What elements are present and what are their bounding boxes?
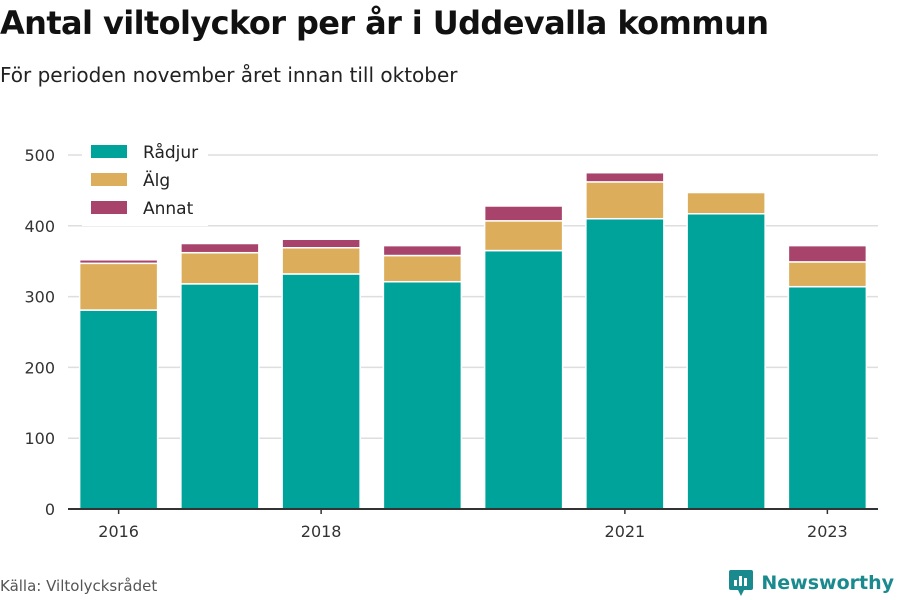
x-tick-label: 2023	[807, 522, 848, 541]
bar-segment-annat-2023	[787, 244, 868, 263]
bar-segment-annat-2019	[382, 244, 463, 257]
y-tick-label: 200	[24, 358, 55, 377]
x-tick-label: 2016	[98, 522, 139, 541]
axes: 0 100 200 300 400 500 2016 2018 2021 2023	[24, 146, 878, 541]
bar-segment-annat-2020	[483, 205, 564, 222]
brand-name: Newsworthy	[761, 572, 894, 594]
source-note: Källa: Viltolycksrådet	[0, 577, 158, 595]
bar-segment-rådjur-2022	[686, 213, 766, 510]
bar-segment-rådjur-2017	[180, 283, 260, 510]
x-tick-label: 2021	[605, 522, 646, 541]
y-tick-label: 300	[24, 288, 55, 307]
bar-segment-annat-2018	[281, 238, 361, 249]
y-tick-label: 400	[24, 217, 55, 236]
newsworthy-logo-icon	[729, 570, 754, 596]
legend-swatch-älg	[91, 173, 127, 186]
bar-segment-annat-2021	[585, 171, 665, 183]
bar-segment-älg-2020	[483, 220, 564, 252]
bar-segment-älg-2023	[787, 261, 868, 288]
bar-segment-älg-2022	[686, 191, 766, 215]
bars	[78, 171, 868, 510]
bar-segment-rådjur-2016	[78, 309, 159, 510]
bar-segment-rådjur-2023	[787, 285, 868, 510]
bar-segment-rådjur-2018	[281, 273, 361, 510]
legend-label-rådjur: Rådjur	[143, 142, 198, 163]
bar-segment-rådjur-2021	[585, 217, 665, 510]
bar-segment-älg-2016	[78, 262, 159, 311]
bar-segment-rådjur-2019	[382, 280, 463, 510]
bar-segment-annat-2016	[78, 259, 159, 265]
brand-logo: Newsworthy	[728, 568, 894, 598]
legend: Rådjur Älg Annat	[82, 138, 208, 226]
bar-segment-älg-2018	[281, 246, 361, 275]
y-tick-label: 0	[45, 500, 55, 519]
legend-swatch-rådjur	[91, 145, 127, 158]
bar-segment-älg-2017	[180, 251, 260, 285]
x-tick-label: 2018	[301, 522, 342, 541]
bar-segment-älg-2019	[382, 254, 463, 283]
y-tick-label: 100	[24, 429, 55, 448]
legend-label-annat: Annat	[143, 199, 194, 219]
bar-segment-annat-2017	[180, 242, 260, 254]
legend-swatch-annat	[91, 201, 127, 214]
chart-title: Antal viltolyckor per år i Uddevalla kom…	[0, 4, 769, 42]
bar-segment-älg-2021	[585, 181, 665, 220]
bar-segment-rådjur-2020	[483, 249, 564, 510]
y-tick-label: 500	[24, 146, 55, 165]
legend-label-älg: Älg	[143, 170, 170, 191]
chart-subtitle: För perioden november året innan till ok…	[0, 63, 458, 87]
